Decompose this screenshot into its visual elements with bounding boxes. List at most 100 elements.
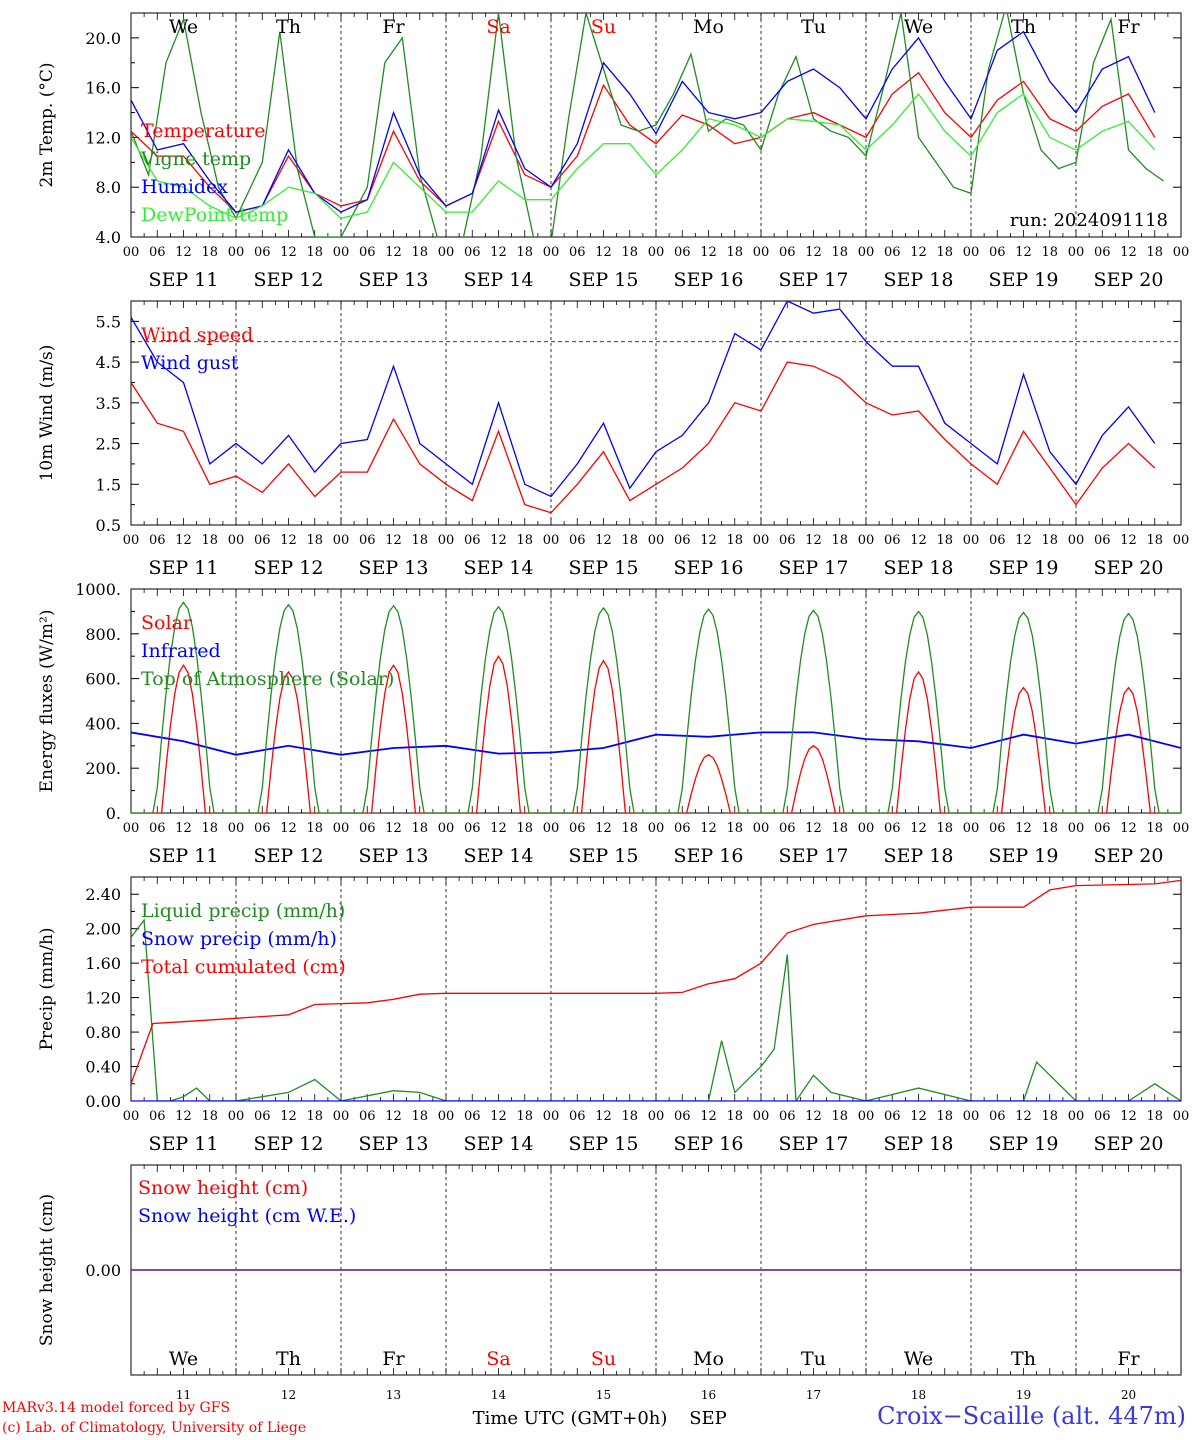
- hour-tick-label: 00: [438, 1109, 455, 1124]
- day-number-label: 12: [281, 1388, 296, 1402]
- date-label: SEP 14: [464, 269, 534, 291]
- date-label: SEP 17: [779, 845, 849, 867]
- hour-tick-label: 06: [779, 245, 796, 260]
- hour-tick-label: 00: [648, 821, 665, 836]
- hour-tick-label: 12: [700, 821, 717, 836]
- legend-label: Snow height (cm): [138, 1177, 308, 1199]
- hour-tick-label: 00: [543, 1109, 560, 1124]
- date-label: SEP 17: [779, 1133, 849, 1155]
- hour-tick-label: 18: [201, 533, 218, 548]
- series-line-vigne-temp: [131, 13, 1164, 237]
- weekday-label: Fr: [382, 1348, 405, 1370]
- weekday-label: We: [169, 1348, 198, 1370]
- station-name: Croix−Scaille (alt. 447m): [877, 1402, 1186, 1430]
- hour-tick-label: 06: [359, 821, 376, 836]
- hour-tick-label: 18: [831, 1109, 848, 1124]
- hour-tick-label: 18: [411, 1109, 428, 1124]
- hour-tick-label: 06: [569, 821, 586, 836]
- y-axis-label: Snow height (cm): [37, 1194, 57, 1346]
- run-annotation: run: 2024091118: [1010, 210, 1168, 231]
- date-label: SEP 11: [149, 557, 219, 579]
- hour-tick-label: 00: [648, 1109, 665, 1124]
- hour-tick-label: 06: [464, 821, 481, 836]
- hour-tick-label: 18: [1041, 533, 1058, 548]
- hour-tick-label: 00: [1068, 1109, 1085, 1124]
- legend-label: Humidex: [141, 176, 228, 198]
- hour-tick-label: 18: [411, 245, 428, 260]
- hour-tick-label: 12: [490, 245, 507, 260]
- weekday-label: Th: [1011, 1348, 1036, 1370]
- date-label: SEP 14: [464, 1133, 534, 1155]
- hour-tick-label: 18: [1041, 245, 1058, 260]
- series-line-total-cumulated-cm: [131, 879, 1181, 1085]
- y-tick-label: 8.0: [96, 178, 121, 197]
- weekday-label: We: [904, 16, 933, 38]
- date-label: SEP 12: [254, 845, 324, 867]
- hour-tick-label: 18: [1146, 821, 1163, 836]
- weekday-label: Su: [591, 1348, 616, 1370]
- hour-tick-label: 12: [595, 1109, 612, 1124]
- hour-tick-label: 12: [700, 533, 717, 548]
- y-tick-label: 0.80: [85, 1023, 121, 1042]
- hour-tick-label: 00: [333, 245, 350, 260]
- hour-tick-label: 00: [1068, 533, 1085, 548]
- date-label: SEP 19: [989, 269, 1059, 291]
- hour-tick-label: 00: [963, 821, 980, 836]
- hour-tick-label: 12: [175, 821, 192, 836]
- hour-tick-label: 12: [700, 1109, 717, 1124]
- weekday-label: Fr: [1117, 1348, 1140, 1370]
- hour-tick-label: 12: [385, 533, 402, 548]
- hour-tick-label: 12: [490, 1109, 507, 1124]
- weekday-label: Fr: [382, 16, 405, 38]
- hour-tick-label: 00: [228, 821, 245, 836]
- hour-tick-label: 12: [280, 533, 297, 548]
- hour-tick-label: 00: [1068, 821, 1085, 836]
- series-line-infrared: [131, 731, 1181, 756]
- legend-label: Top of Atmosphere (Solar): [141, 668, 394, 690]
- hour-tick-label: 00: [1173, 533, 1190, 548]
- hour-tick-label: 06: [254, 245, 271, 260]
- y-tick-label: 2.5: [96, 435, 121, 454]
- y-axis-label: 10m Wind (m/s): [37, 345, 57, 482]
- day-number-label: 11: [176, 1388, 191, 1402]
- y-tick-label: 800.: [85, 625, 121, 644]
- plot-frame: [130, 300, 1182, 526]
- legend-label: Solar: [141, 612, 193, 634]
- hour-tick-label: 00: [438, 245, 455, 260]
- hour-tick-label: 06: [254, 1109, 271, 1124]
- hour-tick-label: 12: [700, 245, 717, 260]
- weekday-label: Tu: [801, 16, 826, 38]
- hour-tick-label: 00: [648, 245, 665, 260]
- hour-tick-label: 18: [621, 245, 638, 260]
- hour-tick-label: 00: [438, 821, 455, 836]
- hour-tick-label: 00: [438, 533, 455, 548]
- hour-tick-label: 06: [989, 533, 1006, 548]
- panel-2: [130, 300, 1182, 526]
- hour-tick-label: 00: [228, 533, 245, 548]
- hour-tick-label: 06: [149, 1109, 166, 1124]
- y-tick-label: 2.40: [85, 885, 121, 904]
- hour-tick-label: 12: [1120, 245, 1137, 260]
- hour-tick-label: 06: [359, 245, 376, 260]
- lab-credit: (c) Lab. of Climatology, University of L…: [2, 1420, 307, 1436]
- hour-tick-label: 06: [149, 533, 166, 548]
- hour-tick-label: 12: [1120, 821, 1137, 836]
- date-label: SEP 14: [464, 845, 534, 867]
- hour-tick-label: 06: [674, 1109, 691, 1124]
- date-label: SEP 17: [779, 557, 849, 579]
- date-label: SEP 15: [569, 845, 639, 867]
- date-label: SEP 20: [1094, 845, 1164, 867]
- hour-tick-label: 00: [858, 1109, 875, 1124]
- hour-tick-label: 18: [516, 1109, 533, 1124]
- legend-label: DewPoint temp: [141, 204, 288, 226]
- hour-tick-label: 12: [910, 821, 927, 836]
- hour-tick-label: 12: [175, 1109, 192, 1124]
- hour-tick-label: 06: [884, 245, 901, 260]
- month-label: SEP: [689, 1408, 727, 1429]
- hour-tick-label: 00: [1173, 1109, 1190, 1124]
- hour-tick-label: 06: [674, 533, 691, 548]
- hour-tick-label: 12: [805, 533, 822, 548]
- hour-tick-label: 00: [858, 821, 875, 836]
- hour-tick-label: 12: [1015, 533, 1032, 548]
- hour-tick-label: 18: [621, 533, 638, 548]
